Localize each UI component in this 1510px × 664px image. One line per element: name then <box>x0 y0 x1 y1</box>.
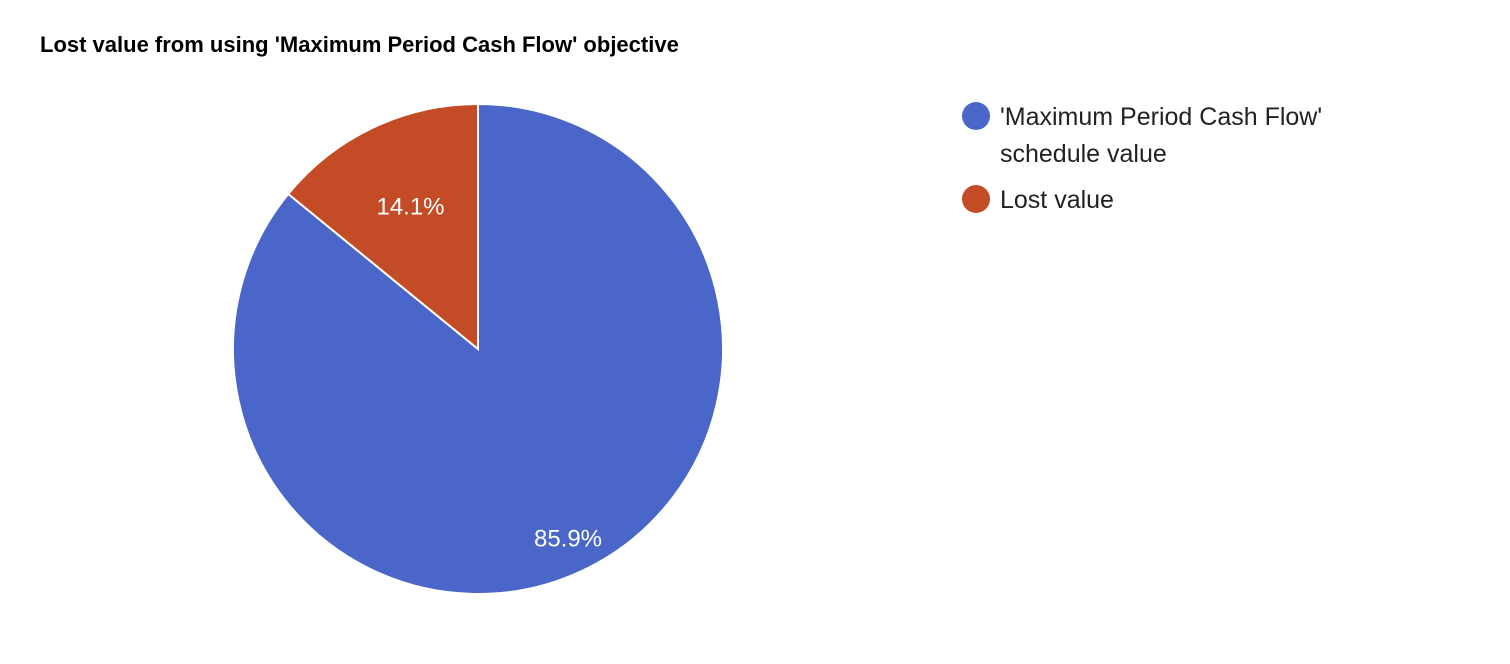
pie-slice-labels: 85.9% 14.1% <box>376 194 602 553</box>
pie-slice-label-1: 14.1% <box>376 194 444 221</box>
legend-marker-1 <box>962 185 990 213</box>
legend-label-0-line-1: schedule value <box>1000 140 1167 168</box>
legend-marker-0 <box>962 102 990 130</box>
pie-slices <box>232 102 724 595</box>
pie-slice-0 <box>232 102 724 595</box>
pie-slice-label-0: 85.9% <box>534 526 602 553</box>
pie-slice-1 <box>286 102 479 352</box>
chart-title: Lost value from using 'Maximum Period Ca… <box>40 32 679 57</box>
legend: 'Maximum Period Cash Flow' schedule value… <box>962 102 1322 214</box>
legend-label-1-line-0: Lost value <box>1000 186 1114 214</box>
legend-item-1: Lost value <box>962 185 1114 214</box>
legend-label-0-line-0: 'Maximum Period Cash Flow' <box>1000 103 1322 131</box>
legend-item-0: 'Maximum Period Cash Flow' schedule value <box>962 102 1322 168</box>
